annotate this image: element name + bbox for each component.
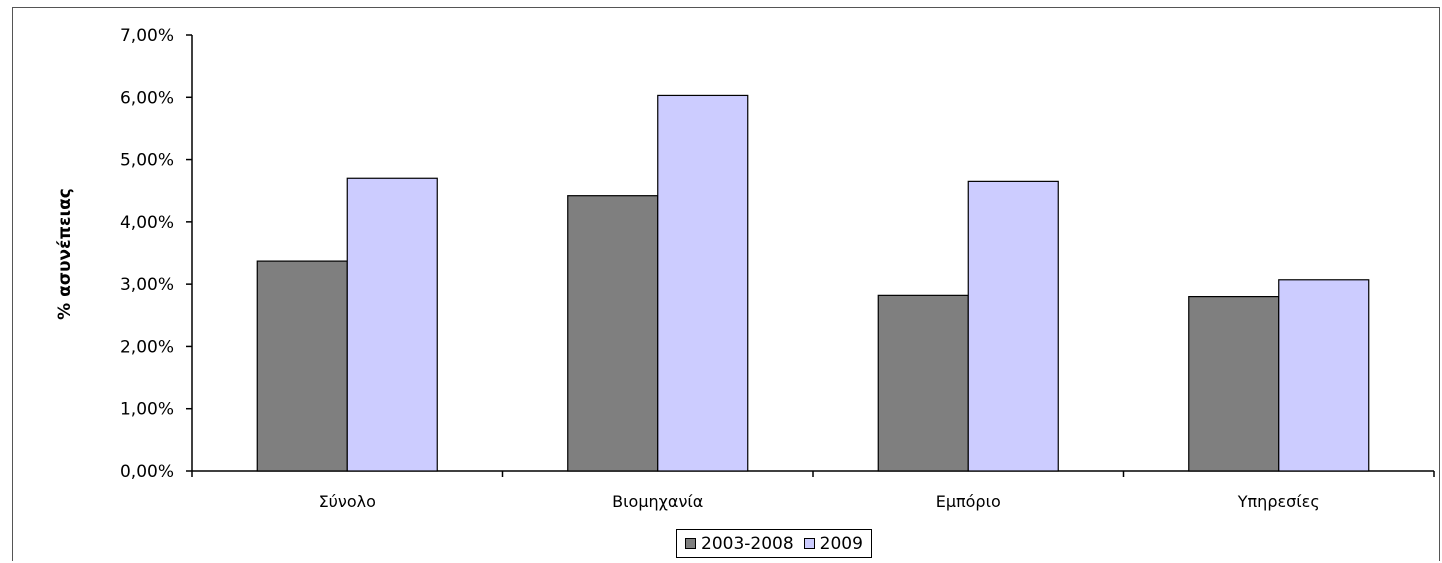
y-axis-label: % ασυνέπειας [55,188,75,320]
legend-label-series-2: 2009 [819,533,863,554]
bar-series-2 [967,180,1059,472]
legend-label-series-1: 2003-2008 [701,533,794,554]
y-tick-label: 2,00% [120,337,174,357]
bar-series-1 [256,260,348,472]
chart-frame [12,7,1440,561]
bar-series-1 [1188,296,1280,472]
y-tick-label: 6,00% [120,88,174,108]
category-labels: Σύνολο Βιομηχανία Εμπόριο Υπηρεσίες [191,471,1435,511]
legend: 2003-2008 2009 [676,529,872,558]
y-tick-label: 0,00% [120,462,174,482]
bars [256,94,1370,472]
bar-series-2 [1278,279,1370,472]
bar-series-1 [567,195,659,472]
y-tick-label: 3,00% [120,275,174,295]
bar-series-1 [877,294,969,472]
y-tick-label: 5,00% [120,151,174,171]
y-tick-label: 4,00% [120,213,174,233]
legend-item-series-1: 2003-2008 [685,534,794,554]
y-ticks: 0,00% 1,00% 2,00% 3,00% 4,00% 5,00% 6,00% 7,00% [120,26,192,482]
bar-series-2 [657,94,749,472]
bar-series-2 [346,177,438,472]
category-label: Βιομηχανία [612,492,703,511]
legend-item-series-2: 2009 [803,533,863,554]
y-tick-label: 7,00% [120,26,174,46]
category-label: Εμπόριο [936,492,1001,511]
y-tick-label: 1,00% [120,400,174,420]
category-label: Σύνολο [319,492,376,511]
category-label: Υπηρεσίες [1237,492,1320,511]
legend-swatch-series-1 [685,538,696,549]
legend-swatch-series-2 [803,538,815,549]
